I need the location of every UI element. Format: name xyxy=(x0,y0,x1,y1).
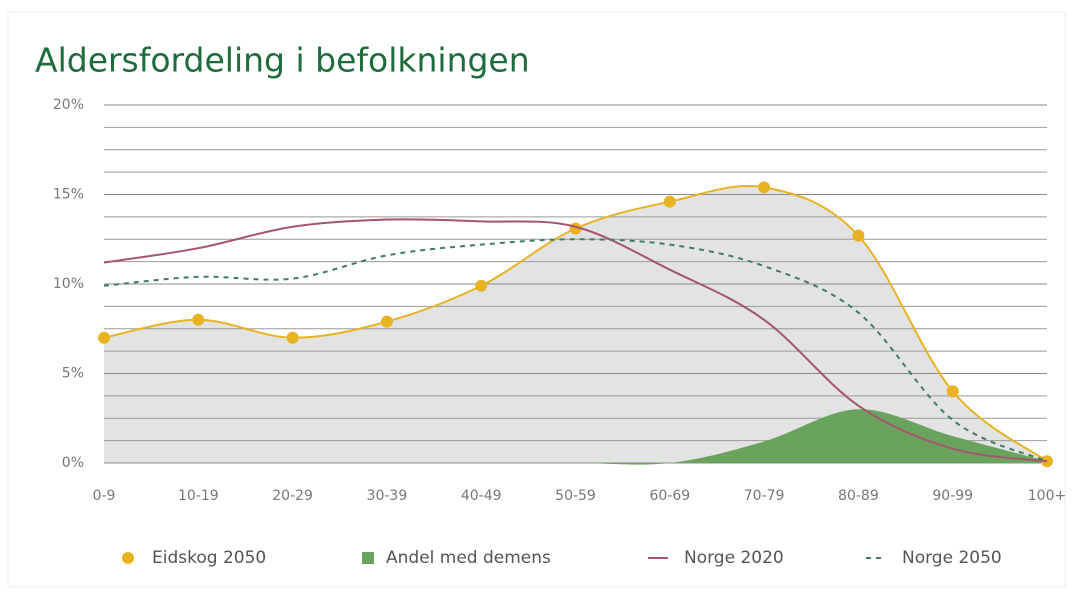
y-tick-label: 20% xyxy=(53,97,84,113)
x-tick-label: 10-19 xyxy=(178,488,219,504)
legend-label: Andel med demens xyxy=(386,548,551,568)
marker xyxy=(946,385,959,398)
marker xyxy=(192,313,205,326)
marker xyxy=(663,195,676,208)
y-tick-label: 5% xyxy=(62,366,84,382)
marker xyxy=(475,279,488,292)
legend-swatch xyxy=(362,552,374,564)
grid-layer xyxy=(104,104,1047,464)
x-tick-label: 90-99 xyxy=(932,488,973,504)
legend-label: Norge 2050 xyxy=(902,548,1002,568)
x-tick-label: 30-39 xyxy=(367,488,408,504)
chart-title: Aldersfordeling i befolkningen xyxy=(35,41,530,80)
x-tick-label: 60-69 xyxy=(649,488,690,504)
data-layer xyxy=(98,181,1053,468)
line xyxy=(103,184,1048,463)
marker xyxy=(852,229,865,242)
x-tick-label: 80-89 xyxy=(838,488,879,504)
line xyxy=(103,238,1048,463)
x-tick-label: 20-29 xyxy=(272,488,313,504)
y-tick-label: 10% xyxy=(53,276,84,292)
marker xyxy=(380,315,393,328)
marker xyxy=(286,331,299,344)
marker xyxy=(98,331,110,344)
x-tick-label: 0-9 xyxy=(93,488,116,504)
fill-layer xyxy=(104,185,1047,463)
marker xyxy=(758,181,771,194)
legend-label: Norge 2020 xyxy=(684,548,784,568)
area xyxy=(104,409,1047,465)
x-tick-label: 70-79 xyxy=(744,488,785,504)
y-tick-label: 0% xyxy=(62,455,84,471)
x-tick-label: 100+ xyxy=(1028,488,1066,504)
legend-label: Eidskog 2050 xyxy=(152,548,266,568)
area-fill xyxy=(104,185,1047,463)
line xyxy=(103,218,1048,463)
x-tick-label: 50-59 xyxy=(555,488,596,504)
x-tick-label: 40-49 xyxy=(461,488,502,504)
y-tick-label: 15% xyxy=(53,187,84,203)
legend-swatch xyxy=(122,552,134,564)
